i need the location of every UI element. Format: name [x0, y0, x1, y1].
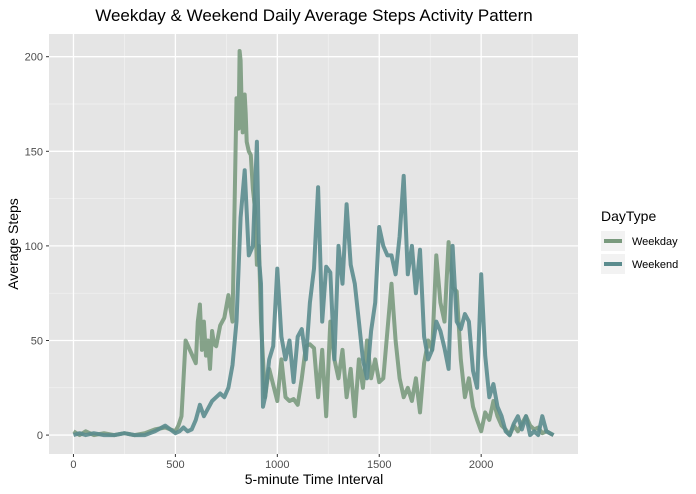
- y-tick-label: 200: [25, 52, 43, 64]
- y-tick-label: 50: [31, 335, 43, 347]
- x-axis-title: 5-minute Time Interval: [245, 471, 384, 487]
- y-axis: 0 50 100 150 200: [25, 52, 49, 442]
- x-tick-label: 1000: [265, 459, 289, 471]
- y-tick-label: 150: [25, 146, 43, 158]
- y-tick-label: 0: [37, 430, 43, 442]
- x-tick-label: 500: [166, 459, 184, 471]
- y-tick-label: 100: [25, 241, 43, 253]
- y-axis-title: Average Steps: [5, 198, 21, 290]
- x-axis: 0 500 1000 1500 2000: [70, 454, 493, 471]
- legend: DayType Weekday Weekend: [601, 208, 678, 274]
- chart-title: Weekday & Weekend Daily Average Steps Ac…: [95, 6, 533, 25]
- x-tick-label: 0: [70, 459, 76, 471]
- x-tick-label: 2000: [469, 459, 493, 471]
- legend-label-weekday: Weekday: [632, 236, 678, 248]
- legend-label-weekend: Weekend: [632, 259, 678, 271]
- x-tick-label: 1500: [367, 459, 391, 471]
- series-line-weekend: [72, 139, 555, 438]
- grid-major: [49, 34, 578, 454]
- legend-title: DayType: [601, 208, 656, 224]
- series-layer: [72, 49, 555, 438]
- series-line-weekday: [72, 49, 555, 438]
